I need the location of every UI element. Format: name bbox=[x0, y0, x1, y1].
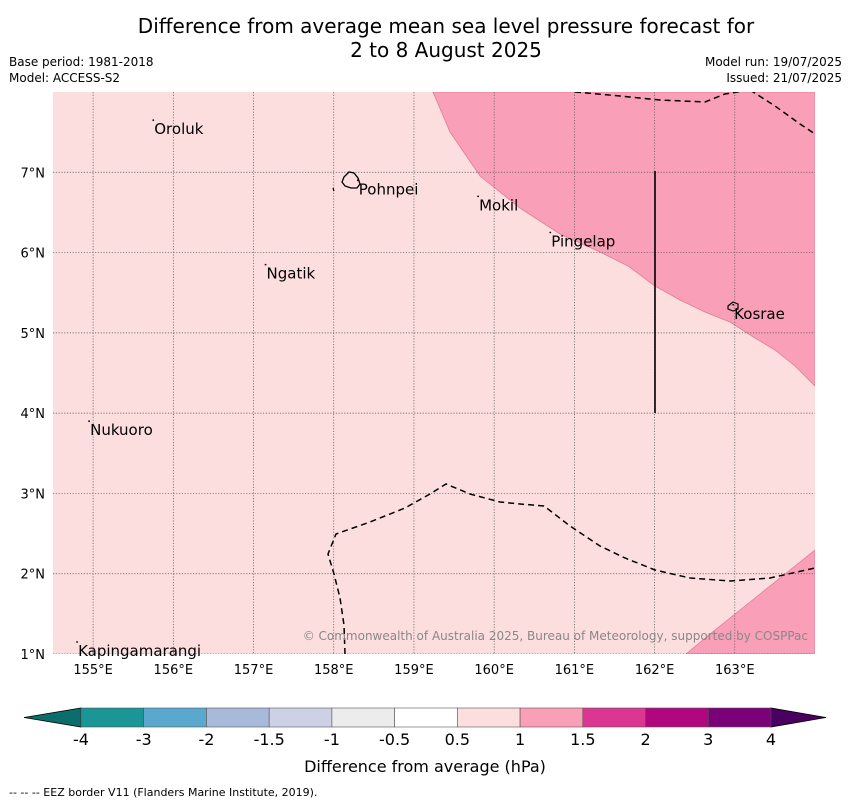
chart-title-line1: Difference from average mean sea level p… bbox=[137, 14, 755, 38]
colorbar-under-extend bbox=[23, 707, 82, 728]
pohnpei-islet-mark bbox=[332, 187, 335, 192]
place-labels: Oroluk Pohnpei Mokil Pingelap Ngatik Kosrae Nu… bbox=[76, 119, 785, 660]
latitude-tick-label: 3°N bbox=[21, 487, 46, 502]
eez-footnote: -- -- -- EEZ border V11 (Flanders Marine… bbox=[9, 786, 318, 799]
colorbar-segment bbox=[519, 707, 584, 728]
colorbar-tick-label: 1 bbox=[515, 730, 525, 749]
latitude-tick-label: 7°N bbox=[21, 166, 46, 181]
longitude-tick-label: 155°E bbox=[73, 663, 113, 678]
latitude-tick-label: 1°N bbox=[21, 648, 46, 663]
colorbar-tick-labels: -4 -3 -2 -1.5 -1 -0.5 0.5 1 1.5 2 3 4 bbox=[73, 730, 776, 749]
longitude-tick-label: 157°E bbox=[234, 663, 274, 678]
colorbar-segment bbox=[206, 707, 270, 728]
colorbar-tick-label: -3 bbox=[136, 730, 152, 749]
place-marker bbox=[477, 195, 480, 198]
graticule bbox=[53, 92, 815, 654]
colorbar-segment bbox=[331, 707, 395, 728]
issued-text: Issued: 21/07/2025 bbox=[726, 71, 842, 85]
colorbar-segment bbox=[707, 707, 772, 728]
longitude-tick-label: 163°E bbox=[715, 663, 755, 678]
place-label: Oroluk bbox=[154, 120, 203, 138]
place-marker bbox=[264, 263, 267, 266]
place-label: Pingelap bbox=[551, 233, 615, 251]
longitude-labels: 155°E 156°E 157°E 158°E 159°E 160°E 161°E 162°E… bbox=[73, 663, 754, 678]
kosrae-island-shape bbox=[727, 301, 739, 312]
colorbar-segment bbox=[143, 707, 207, 728]
colorbar-tick-label: -0.5 bbox=[379, 730, 410, 749]
place-label: Nukuoro bbox=[90, 421, 153, 439]
place-label: Kapingamarangi bbox=[78, 642, 201, 660]
colorbar-tick-label: -2 bbox=[198, 730, 214, 749]
place-marker bbox=[549, 231, 552, 234]
colorbar bbox=[23, 707, 827, 728]
colorbar-tick-label: -1.5 bbox=[254, 730, 285, 749]
colorbar-tick-label: -1 bbox=[324, 730, 340, 749]
place-label: Pohnpei bbox=[359, 180, 419, 198]
place-marker bbox=[152, 119, 155, 122]
copyright-text: © Commonwealth of Australia 2025, Bureau… bbox=[303, 629, 808, 643]
place-label: Ngatik bbox=[267, 265, 316, 283]
place-label: Mokil bbox=[479, 196, 518, 214]
chart-title-line2: 2 to 8 August 2025 bbox=[350, 38, 542, 62]
latitude-tick-label: 4°N bbox=[21, 407, 46, 422]
anomaly-region-top-right bbox=[432, 92, 815, 387]
longitude-tick-label: 158°E bbox=[314, 663, 354, 678]
place-label: Kosrae bbox=[734, 305, 785, 323]
colorbar-segment bbox=[394, 707, 458, 728]
colorbar-tick-label: 2 bbox=[640, 730, 650, 749]
colorbar-segment bbox=[582, 707, 646, 728]
colorbar-tick-label: -4 bbox=[73, 730, 89, 749]
colorbar-tick-label: 0.5 bbox=[445, 730, 470, 749]
colorbar-label: Difference from average (hPa) bbox=[304, 757, 546, 776]
longitude-tick-label: 159°E bbox=[394, 663, 434, 678]
latitude-tick-label: 5°N bbox=[21, 327, 46, 342]
colorbar-over-extend bbox=[770, 707, 827, 728]
longitude-tick-label: 156°E bbox=[154, 663, 194, 678]
place-marker bbox=[88, 420, 90, 423]
colorbar-tick-label: 1.5 bbox=[570, 730, 595, 749]
model-run-text: Model run: 19/07/2025 bbox=[704, 55, 842, 69]
colorbar-tick-label: 4 bbox=[766, 730, 776, 749]
latitude-tick-label: 2°N bbox=[21, 568, 46, 583]
colorbar-segment bbox=[268, 707, 333, 728]
place-marker bbox=[356, 179, 359, 182]
longitude-tick-label: 162°E bbox=[635, 663, 675, 678]
place-marker bbox=[732, 303, 735, 306]
colorbar-segment bbox=[457, 707, 521, 728]
base-period-text: Base period: 1981-2018 bbox=[9, 55, 154, 69]
longitude-tick-label: 160°E bbox=[474, 663, 514, 678]
eez-borders bbox=[327, 92, 815, 654]
colorbar-segment bbox=[645, 707, 709, 728]
latitude-labels: 1°N 2°N 3°N 4°N 5°N 6°N 7°N bbox=[21, 166, 46, 663]
colorbar-tick-label: 3 bbox=[703, 730, 713, 749]
pohnpei-island-shape bbox=[341, 171, 361, 189]
place-marker bbox=[76, 641, 78, 643]
latitude-tick-label: 6°N bbox=[21, 247, 46, 262]
longitude-tick-label: 161°E bbox=[555, 663, 595, 678]
model-text: Model: ACCESS-S2 bbox=[9, 71, 121, 85]
colorbar-segment bbox=[80, 707, 145, 728]
